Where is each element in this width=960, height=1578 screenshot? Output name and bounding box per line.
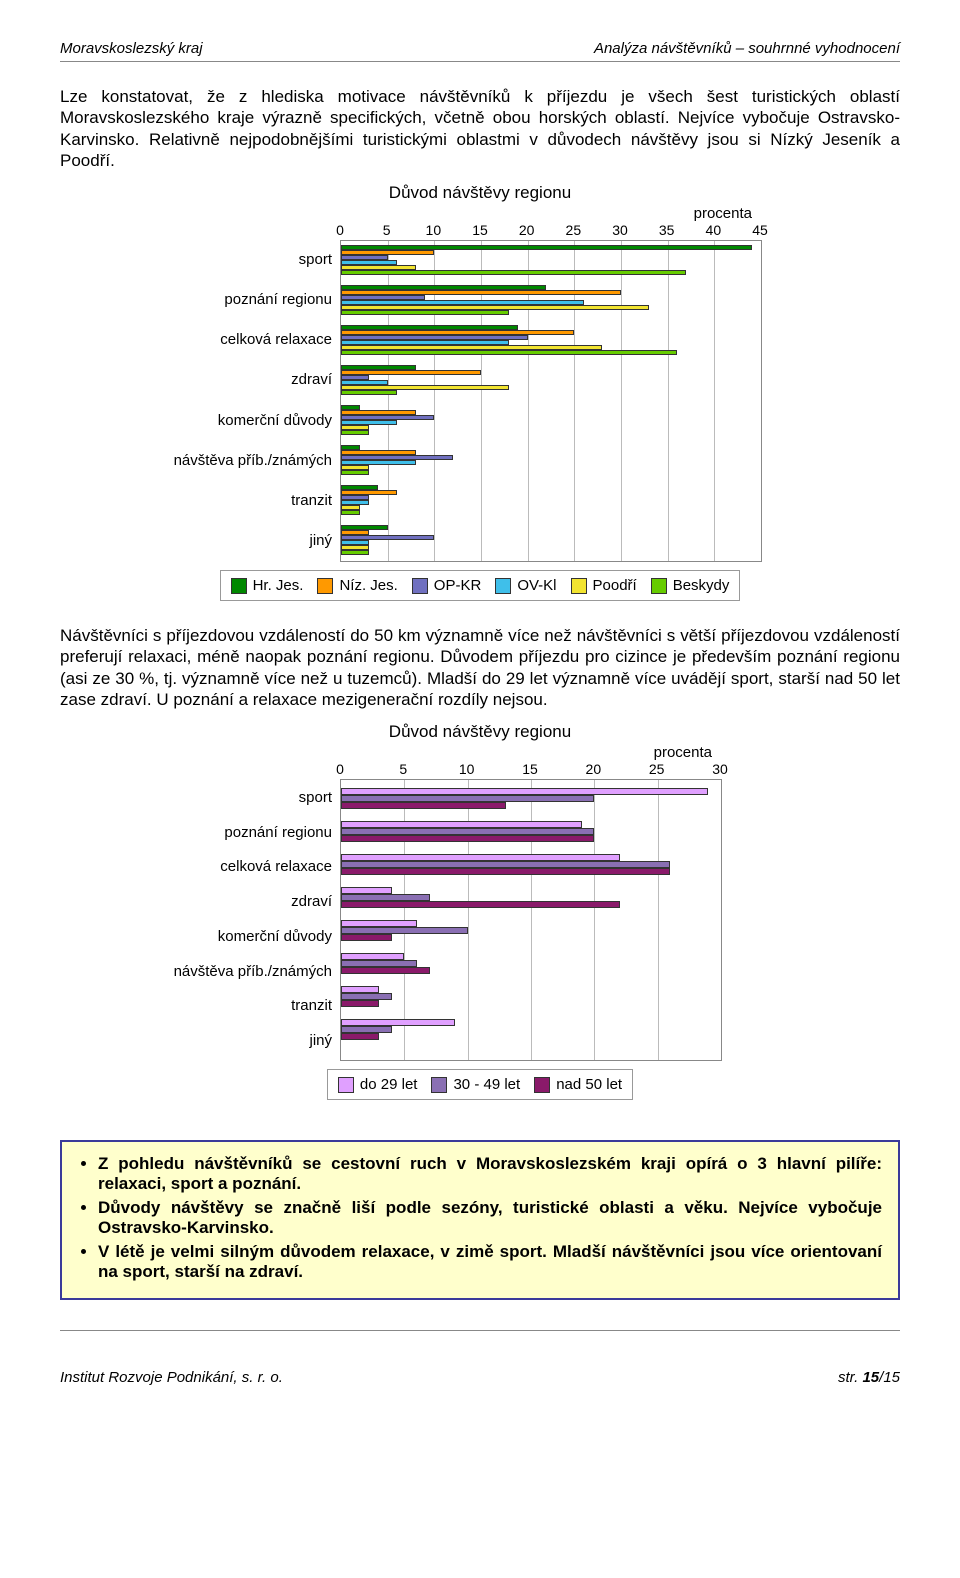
footer-divider bbox=[60, 1330, 900, 1331]
chart-category-label: celková relaxace bbox=[160, 325, 332, 355]
chart-xtick: 5 bbox=[399, 761, 407, 777]
legend-item: OP-KR bbox=[412, 577, 482, 594]
chart-title: Důvod návštěvy regionu bbox=[160, 183, 800, 203]
legend-item: Poodří bbox=[571, 577, 637, 594]
chart-category-label: jiný bbox=[160, 526, 332, 556]
chart-bar bbox=[341, 927, 468, 934]
chart-bar bbox=[341, 510, 360, 515]
chart-bar bbox=[341, 795, 594, 802]
chart-xtick: 30 bbox=[712, 761, 728, 777]
chart-xtick: 0 bbox=[336, 761, 344, 777]
chart-xtick: 35 bbox=[659, 222, 675, 238]
chart-category-label: poznání regionu bbox=[160, 284, 332, 314]
chart-2: Důvod návštěvy regionu procenta0 5 10 15 20 25… bbox=[160, 722, 800, 1100]
chart-bar bbox=[341, 430, 369, 435]
chart-bar bbox=[341, 901, 620, 908]
chart-bar bbox=[341, 1033, 379, 1040]
chart-xtick: 10 bbox=[459, 761, 475, 777]
chart-bar bbox=[341, 960, 417, 967]
legend-item: nad 50 let bbox=[534, 1076, 622, 1093]
chart-bar bbox=[341, 470, 369, 475]
footer-right: str. 15/15 bbox=[838, 1369, 900, 1386]
chart-bar bbox=[341, 270, 686, 275]
chart-bar bbox=[341, 920, 417, 927]
paragraph-1: Lze konstatovat, že z hlediska motivace … bbox=[60, 86, 900, 171]
chart-category-label: sport bbox=[160, 787, 332, 808]
chart-xtick: 25 bbox=[649, 761, 665, 777]
summary-bullet: Důvody návštěvy se značně liší podle sez… bbox=[98, 1198, 882, 1238]
chart-legend: Hr. Jes. Níz. Jes. OP-KR OV-Kl Poodří Beskydy bbox=[220, 570, 741, 601]
chart-bar bbox=[341, 350, 677, 355]
chart-category-label: sport bbox=[160, 244, 332, 274]
chart-bar bbox=[341, 1000, 379, 1007]
chart-xtick: 40 bbox=[706, 222, 722, 238]
chart-bar bbox=[341, 1026, 392, 1033]
summary-bullet: V létě je velmi silným důvodem relaxace,… bbox=[98, 1242, 882, 1282]
chart-bar bbox=[341, 835, 594, 842]
legend-item: do 29 let bbox=[338, 1076, 418, 1093]
chart-category-label: poznání regionu bbox=[160, 822, 332, 843]
legend-item: Hr. Jes. bbox=[231, 577, 304, 594]
chart-plot bbox=[340, 240, 762, 562]
chart-bar bbox=[341, 934, 392, 941]
chart-xtick: 20 bbox=[519, 222, 535, 238]
chart-bar bbox=[341, 310, 509, 315]
chart-bar bbox=[341, 802, 506, 809]
chart-1: Důvod návštěvy regionu procenta0 5 10 15 20 25… bbox=[160, 183, 800, 601]
chart-xtick: 25 bbox=[566, 222, 582, 238]
chart-bar bbox=[341, 894, 430, 901]
chart-bar bbox=[341, 986, 379, 993]
legend-item: Beskydy bbox=[651, 577, 730, 594]
footer-left: Institut Rozvoje Podnikání, s. r. o. bbox=[60, 1369, 283, 1386]
chart-category-label: návštěva příb./známých bbox=[160, 445, 332, 475]
chart-xtick: 20 bbox=[586, 761, 602, 777]
chart-category-label: komerční důvody bbox=[160, 405, 332, 435]
legend-item: OV-Kl bbox=[495, 577, 556, 594]
chart-bar bbox=[341, 967, 430, 974]
chart-category-label: tranzit bbox=[160, 486, 332, 516]
chart-bar bbox=[341, 854, 620, 861]
chart-legend: do 29 let 30 - 49 let nad 50 let bbox=[327, 1069, 633, 1100]
chart-bar bbox=[341, 390, 397, 395]
chart-unit-label: procenta bbox=[340, 205, 760, 222]
chart-unit-label: procenta bbox=[340, 744, 720, 761]
chart-category-label: jiný bbox=[160, 1030, 332, 1051]
chart-bar bbox=[341, 993, 392, 1000]
chart-category-label: komerční důvody bbox=[160, 926, 332, 947]
chart-category-label: zdraví bbox=[160, 891, 332, 912]
legend-item: 30 - 49 let bbox=[431, 1076, 520, 1093]
chart-bar bbox=[341, 887, 392, 894]
chart-bar bbox=[341, 828, 594, 835]
header-left: Moravskoslezský kraj bbox=[60, 40, 203, 57]
legend-item: Níz. Jes. bbox=[317, 577, 397, 594]
chart-category-label: tranzit bbox=[160, 995, 332, 1016]
chart-category-label: zdraví bbox=[160, 365, 332, 395]
header-divider bbox=[60, 61, 900, 62]
chart-xtick: 10 bbox=[426, 222, 442, 238]
chart-bar bbox=[341, 788, 708, 795]
summary-box: Z pohledu návštěvníků se cestovní ruch v… bbox=[60, 1140, 900, 1300]
chart-xtick: 5 bbox=[383, 222, 391, 238]
chart-category-label: celková relaxace bbox=[160, 856, 332, 877]
chart-xtick: 15 bbox=[472, 222, 488, 238]
chart-xtick: 30 bbox=[612, 222, 628, 238]
chart-bar bbox=[341, 953, 404, 960]
chart-title: Důvod návštěvy regionu bbox=[160, 722, 800, 742]
header-right: Analýza návštěvníků – souhrnné vyhodnoce… bbox=[594, 40, 900, 57]
chart-bar bbox=[341, 821, 582, 828]
chart-bar bbox=[341, 550, 369, 555]
chart-xtick: 0 bbox=[336, 222, 344, 238]
chart-category-label: návštěva příb./známých bbox=[160, 961, 332, 982]
chart-xtick: 45 bbox=[752, 222, 768, 238]
chart-xtick: 15 bbox=[522, 761, 538, 777]
chart-bar bbox=[341, 868, 670, 875]
paragraph-2: Návštěvníci s příjezdovou vzdáleností do… bbox=[60, 625, 900, 710]
chart-plot bbox=[340, 779, 722, 1061]
chart-bar bbox=[341, 861, 670, 868]
summary-bullet: Z pohledu návštěvníků se cestovní ruch v… bbox=[98, 1154, 882, 1194]
chart-bar bbox=[341, 1019, 455, 1026]
